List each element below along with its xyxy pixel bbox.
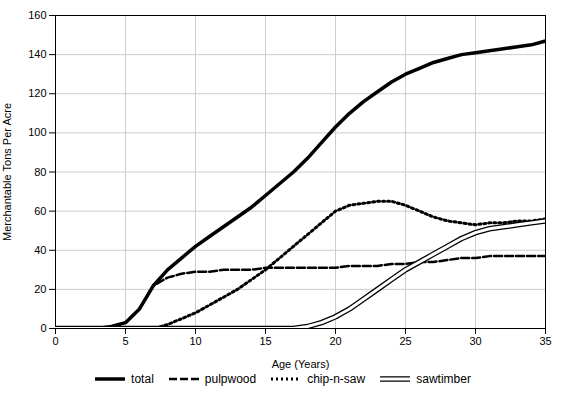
html-text:chip-n-saw: chip-n-saw [307, 372, 366, 386]
svg-text:30: 30 [469, 335, 481, 347]
svg-text:15: 15 [259, 335, 271, 347]
html-text:total: total [131, 372, 154, 386]
svg-text:160: 160 [28, 9, 46, 21]
svg-text:120: 120 [28, 87, 46, 99]
svg-text:Age (Years): Age (Years) [272, 358, 330, 370]
html-text:sawtimber: sawtimber [416, 372, 471, 386]
svg-text:25: 25 [399, 335, 411, 347]
svg-text:10: 10 [189, 335, 201, 347]
svg-text:80: 80 [34, 166, 46, 178]
svg-text:Merchantable Tons Per Acre: Merchantable Tons Per Acre [1, 103, 13, 241]
svg-text:0: 0 [40, 322, 46, 334]
svg-text:100: 100 [28, 126, 46, 138]
svg-text:0: 0 [52, 335, 58, 347]
svg-text:35: 35 [539, 335, 551, 347]
svg-text:5: 5 [122, 335, 128, 347]
svg-text:20: 20 [329, 335, 341, 347]
svg-text:20: 20 [34, 283, 46, 295]
svg-text:60: 60 [34, 205, 46, 217]
html-text:pulpwood: pulpwood [204, 372, 257, 386]
svg-text:140: 140 [28, 48, 46, 60]
svg-text:40: 40 [34, 244, 46, 256]
